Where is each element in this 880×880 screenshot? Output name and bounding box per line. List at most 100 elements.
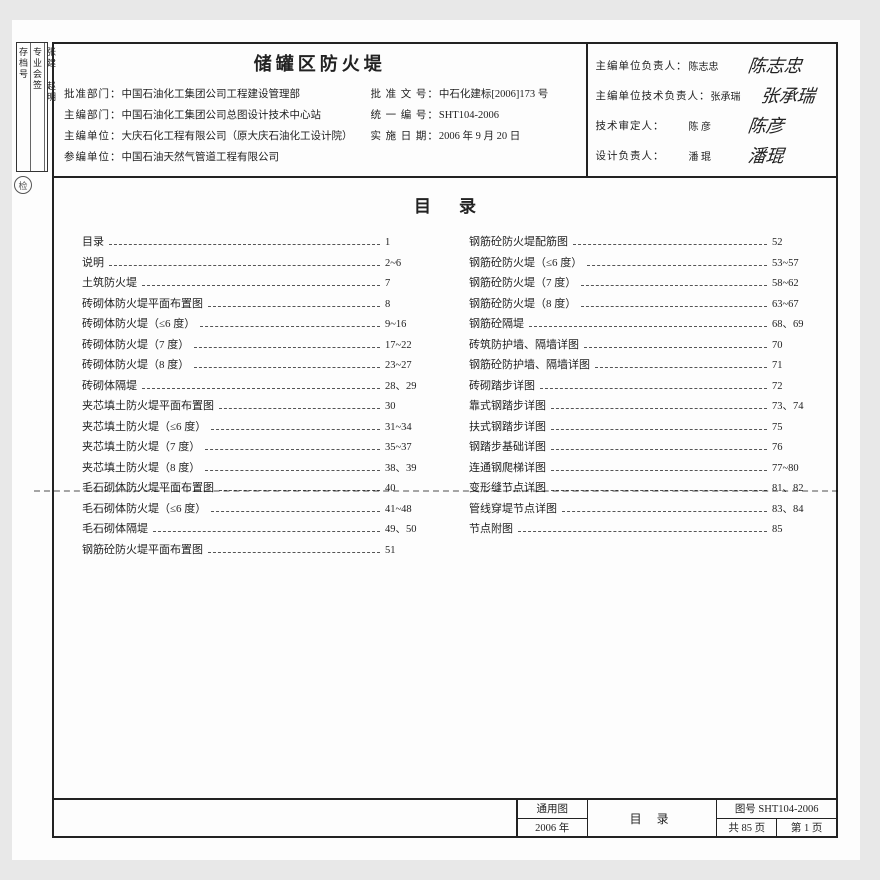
toc-entry-page: 38、39 <box>385 460 421 475</box>
toc-entry-page: 8 <box>385 299 421 310</box>
footer-block: 通用图 2006 年 目 录 图号 SHT104-2006 共 85 页 第 1… <box>54 798 836 836</box>
toc-entry-name: 毛石砌体防火堤（≤6 度） <box>82 500 206 516</box>
sig2-name: 张承瑞 <box>711 88 761 103</box>
toc-entry-page: 68、69 <box>772 316 808 331</box>
inspection-stamp: 检 <box>14 176 32 194</box>
footer-year: 2006 年 <box>518 819 587 837</box>
toc-leader <box>208 306 380 307</box>
toc-entry-page: 7 <box>385 278 421 289</box>
sig4-name: 潘 琨 <box>689 148 749 163</box>
sig2-label: 主编单位技术负责人： <box>596 88 711 103</box>
toc-entry-name: 砖砌体防火堤（≤6 度） <box>82 315 195 331</box>
toc-entry: 砖砌踏步详图72 <box>469 377 808 393</box>
toc-entry-name: 目录 <box>82 233 104 249</box>
toc-leader <box>219 408 380 409</box>
toc-entry-name: 夹芯填土防火堤平面布置图 <box>82 397 214 413</box>
toc-entry-name: 变形缝节点详图 <box>469 479 546 495</box>
toc-entry: 毛石砌体防火堤（≤6 度） 41~48 <box>82 500 421 516</box>
toc-leader <box>200 326 380 327</box>
toc-leader <box>562 511 767 512</box>
toc-entry-name: 钢筋砼防火堤（7 度） <box>469 274 576 290</box>
toc-entry-page: 41~48 <box>385 504 421 515</box>
footer-spacer <box>54 800 516 836</box>
toc-entry: 钢筋砼防火堤平面布置图 51 <box>82 541 421 557</box>
toc-entry-page: 51 <box>385 545 421 556</box>
toc-leader <box>153 531 380 532</box>
toc-entry-page: 52 <box>772 237 808 248</box>
toc-leader <box>540 388 767 389</box>
toc-entry-page: 28、29 <box>385 378 421 393</box>
toc-body: 目录 目录 1 说明 2~6 土筑防火堤 7 砖砌体防火堤平面布置图8 砖砌体防火堤（≤6 度… <box>54 178 836 798</box>
toc-entry: 目录 1 <box>82 233 421 249</box>
toc-leader <box>551 408 767 409</box>
toc-leader <box>142 388 380 389</box>
toc-entry-page: 81、82 <box>772 480 808 495</box>
toc-entry: 钢筋砼防火堤（≤6 度）53~57 <box>469 254 808 270</box>
footer-title: 目 录 <box>588 800 717 836</box>
toc-entry-page: 63~67 <box>772 299 808 310</box>
toc-entry-name: 毛石砌体隔堤 <box>82 520 148 536</box>
sig1-label: 主编单位负责人： <box>596 58 689 73</box>
chief-editor-value: 大庆石化工程有限公司（原大庆石油化工设计院） <box>122 131 353 142</box>
footer-page-no: 第 1 页 <box>777 820 836 835</box>
sig3-label: 技术审定人： <box>596 118 689 133</box>
toc-entry: 钢踏步基础详图 76 <box>469 438 808 454</box>
drawing-frame: 储罐区防火堤 批准部门：中国石油化工集团公司工程建设管理部 主编部门：中国石油化… <box>52 42 838 838</box>
toc-leader <box>194 367 380 368</box>
toc-entry-page: 58~62 <box>772 278 808 289</box>
approving-dept-label: 批准部门： <box>64 89 122 100</box>
sig3-signature: 陈彦 <box>747 112 829 138</box>
footer-total-pages: 共 85 页 <box>717 819 777 837</box>
footer-type-label: 通用图 <box>518 800 587 819</box>
toc-entry-name: 砖砌体防火堤（8 度） <box>82 356 189 372</box>
toc-entry: 砖砌体隔堤28、29 <box>82 377 421 393</box>
footer-drawing-no: 图号 SHT104-2006 <box>717 800 836 819</box>
toc-leader <box>581 306 767 307</box>
toc-entry-name: 连通钢爬梯详图 <box>469 459 546 475</box>
toc-entry-page: 77~80 <box>772 463 808 474</box>
toc-entry: 钢筋砼防护墙、隔墙详图71 <box>469 356 808 372</box>
toc-entry-page: 31~34 <box>385 422 421 433</box>
title-block: 储罐区防火堤 批准部门：中国石油化工集团公司工程建设管理部 主编部门：中国石油化… <box>54 44 836 178</box>
toc-entry-name: 钢筋砼防火堤平面布置图 <box>82 541 203 557</box>
toc-entry-page: 9~16 <box>385 319 421 330</box>
toc-entry: 钢筋砼隔堤68、69 <box>469 315 808 331</box>
effective-date-label: 实 施 日 期： <box>371 131 439 142</box>
toc-entry-page: 1 <box>385 237 421 248</box>
toc-entry-name: 土筑防火堤 <box>82 274 137 290</box>
toc-entry: 说明 2~6 <box>82 254 421 270</box>
toc-entry: 靠式钢踏步详图73、74 <box>469 397 808 413</box>
toc-entry-page: 30 <box>385 401 421 412</box>
toc-column-left: 目录 1 说明 2~6 土筑防火堤 7 砖砌体防火堤平面布置图8 砖砌体防火堤（≤6 度） 9~… <box>82 233 421 784</box>
toc-column-right: 钢筋砼防火堤配筋图52 钢筋砼防火堤（≤6 度）53~57 钢筋砼防火堤（7 度） 5… <box>469 233 808 784</box>
toc-entry: 毛石砌体隔堤 49、50 <box>82 520 421 536</box>
toc-heading: 目录 <box>82 192 808 217</box>
toc-entry-name: 砖砌踏步详图 <box>469 377 535 393</box>
toc-entry-page: 71 <box>772 360 808 371</box>
toc-entry-name: 说明 <box>82 254 104 270</box>
toc-entry: 砖砌体防火堤平面布置图8 <box>82 295 421 311</box>
toc-leader <box>109 244 380 245</box>
toc-entry-page: 2~6 <box>385 258 421 269</box>
toc-entry-page: 70 <box>772 340 808 351</box>
toc-entry-name: 夹芯填土防火堤（7 度） <box>82 438 200 454</box>
co-editor-label: 参编单位： <box>64 152 122 163</box>
toc-entry-page: 76 <box>772 442 808 453</box>
toc-leader <box>581 285 767 286</box>
toc-leader <box>518 531 767 532</box>
toc-entry-name: 靠式钢踏步详图 <box>469 397 546 413</box>
footer-cell-type: 通用图 2006 年 <box>518 800 588 836</box>
editing-dept-value: 中国石油化工集团公司总图设计技术中心站 <box>122 110 322 121</box>
toc-entry-page: 49、50 <box>385 521 421 536</box>
drawing-title: 储罐区防火堤 <box>64 50 576 76</box>
toc-entry-page: 83、84 <box>772 501 808 516</box>
co-editor-value: 中国石油天然气管道工程有限公司 <box>122 152 280 163</box>
toc-leader <box>587 265 767 266</box>
sig4-signature: 潘琨 <box>747 142 829 168</box>
chief-editor-label: 主编单位： <box>64 131 122 142</box>
toc-leader <box>211 511 380 512</box>
toc-entry: 钢筋砼防火堤配筋图52 <box>469 233 808 249</box>
toc-entry-name: 钢踏步基础详图 <box>469 438 546 454</box>
toc-entry: 变形缝节点详图 81、82 <box>469 479 808 495</box>
toc-entry-name: 毛石砌体防火堤平面布置图 <box>82 479 214 495</box>
